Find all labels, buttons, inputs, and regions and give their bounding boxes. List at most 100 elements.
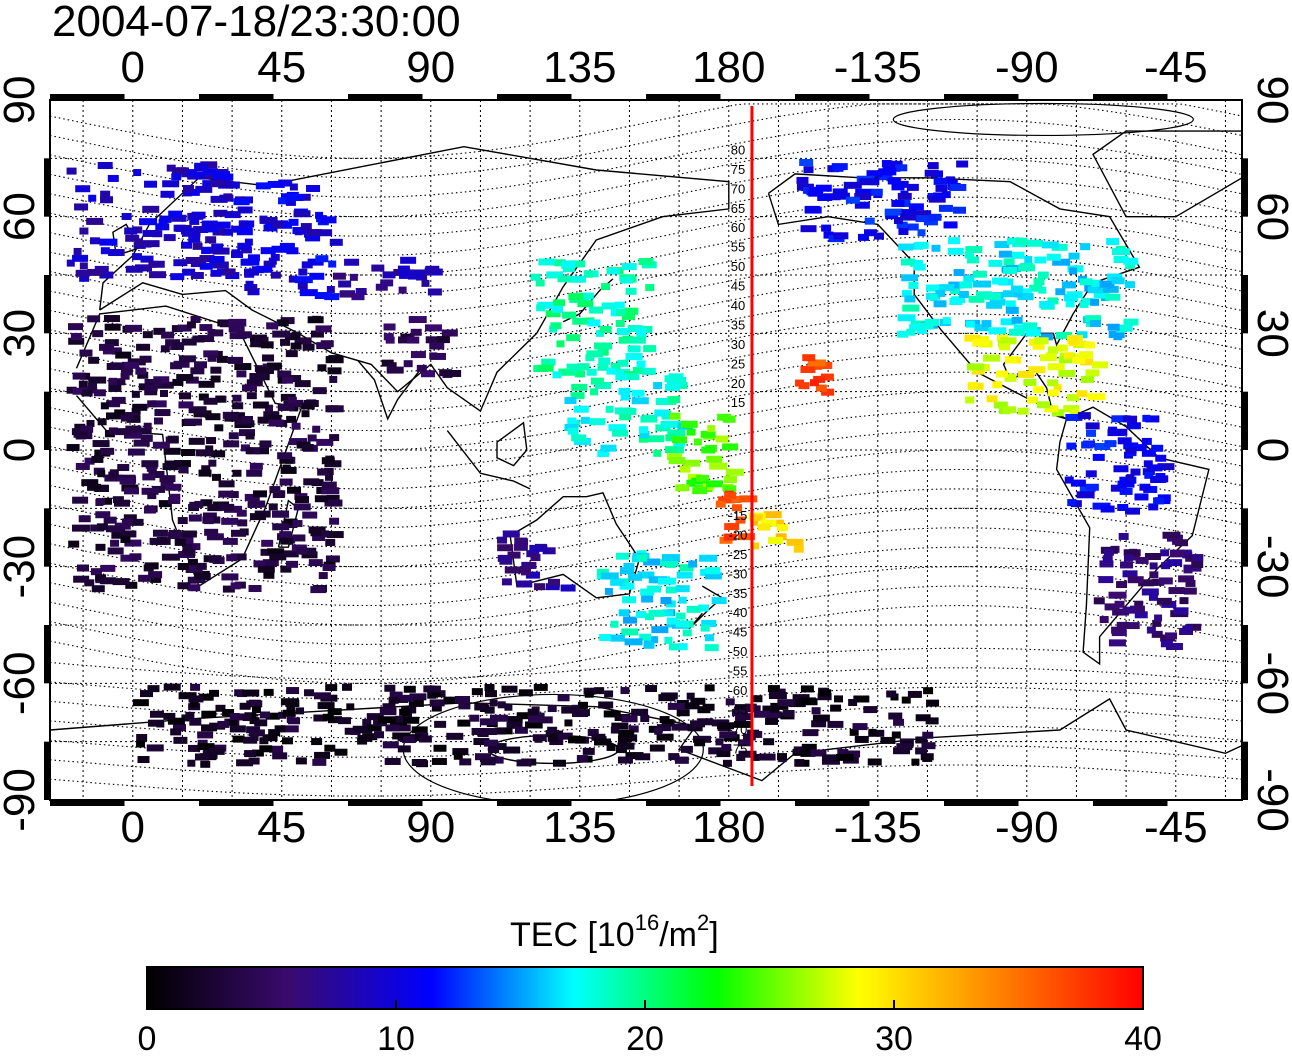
tec-cell bbox=[815, 384, 827, 392]
tec-cell bbox=[900, 213, 917, 221]
tec-cell bbox=[198, 335, 215, 343]
tec-cell bbox=[794, 759, 805, 767]
tec-cell bbox=[172, 342, 183, 350]
tec-cell bbox=[383, 323, 396, 331]
tec-cell bbox=[188, 695, 204, 703]
tec-cell bbox=[786, 538, 804, 546]
tec-cell bbox=[386, 366, 404, 374]
tec-cell bbox=[381, 359, 394, 367]
tec-cell bbox=[339, 290, 354, 298]
tec-cell bbox=[208, 459, 217, 467]
tec-cell bbox=[1033, 337, 1049, 345]
tec-cell bbox=[1179, 597, 1189, 605]
tec-cell bbox=[91, 585, 105, 593]
tec-cell bbox=[1000, 337, 1017, 345]
tec-cell bbox=[111, 396, 126, 404]
contour-label: 50 bbox=[731, 259, 745, 274]
tec-cell bbox=[700, 430, 716, 438]
tec-cell bbox=[1052, 258, 1071, 266]
tec-cell bbox=[1122, 570, 1138, 578]
tec-cell bbox=[201, 220, 218, 228]
tec-cell bbox=[284, 333, 300, 341]
tec-cell bbox=[1129, 605, 1145, 613]
tec-cell bbox=[656, 733, 674, 741]
tec-cell bbox=[119, 477, 136, 485]
tec-cell bbox=[167, 435, 179, 443]
tec-cell bbox=[641, 367, 656, 375]
northern-contour-loop bbox=[892, 102, 1194, 137]
tec-cell bbox=[1093, 597, 1105, 605]
tec-cell bbox=[125, 581, 138, 589]
tec-cell bbox=[136, 343, 151, 351]
tec-cell bbox=[107, 547, 124, 555]
tec-cell bbox=[190, 367, 205, 375]
tec-cell bbox=[102, 497, 113, 505]
tec-cell bbox=[1038, 286, 1047, 294]
tec-cell bbox=[315, 325, 332, 333]
bottom-frame-bar bbox=[50, 800, 125, 806]
tec-cell bbox=[524, 721, 542, 729]
tec-cell bbox=[662, 609, 674, 617]
tec-cell bbox=[327, 405, 344, 413]
tec-cell bbox=[1122, 606, 1137, 614]
tec-cell bbox=[610, 578, 626, 586]
tec-cell bbox=[619, 413, 632, 421]
contour-label: 70 bbox=[731, 181, 745, 196]
tec-cell bbox=[242, 689, 260, 697]
tec-cell bbox=[209, 180, 224, 188]
tec-cell bbox=[1148, 503, 1159, 511]
tec-cell bbox=[436, 336, 450, 344]
tec-cell bbox=[402, 736, 415, 744]
tec-cell bbox=[949, 297, 963, 305]
tec-cell bbox=[926, 284, 945, 292]
tec-cell bbox=[653, 382, 663, 390]
tec-cell bbox=[286, 716, 295, 724]
tec-cell bbox=[431, 757, 447, 765]
tec-cell bbox=[547, 726, 558, 734]
tec-cell bbox=[216, 355, 228, 363]
tec-cell bbox=[87, 483, 102, 491]
tec-cell bbox=[326, 285, 335, 293]
tec-cell bbox=[329, 517, 340, 525]
tec-cell bbox=[310, 586, 327, 594]
tec-cell bbox=[247, 447, 261, 455]
tec-cell bbox=[334, 748, 348, 756]
tec-cell bbox=[139, 218, 158, 226]
tec-cell bbox=[181, 530, 197, 538]
tec-cell bbox=[181, 241, 193, 249]
tec-cell bbox=[707, 425, 716, 433]
tec-cell bbox=[137, 756, 150, 764]
tec-cell bbox=[100, 196, 114, 204]
tec-cell bbox=[621, 312, 635, 320]
tec-cell bbox=[471, 727, 486, 735]
tec-cell bbox=[507, 551, 521, 559]
tec-cell bbox=[214, 424, 224, 432]
tec-cell bbox=[724, 523, 740, 531]
tec-cell bbox=[1079, 300, 1089, 308]
tec-cell bbox=[325, 473, 334, 481]
tec-cell bbox=[1149, 571, 1159, 579]
tec-cell bbox=[1065, 300, 1075, 308]
tec-cell bbox=[530, 554, 541, 562]
tec-cell bbox=[178, 401, 194, 409]
tec-cell bbox=[1134, 611, 1148, 619]
tec-cell bbox=[566, 363, 582, 371]
tec-cell bbox=[112, 496, 124, 504]
tec-cell bbox=[484, 706, 495, 714]
tec-cell bbox=[99, 271, 114, 279]
tec-cell bbox=[72, 387, 83, 395]
tec-cell bbox=[1148, 593, 1158, 601]
tec-cell bbox=[561, 706, 580, 714]
tec-cell bbox=[1084, 341, 1096, 349]
tec-cell bbox=[668, 643, 679, 651]
tec-cell bbox=[121, 212, 132, 220]
tec-cell bbox=[165, 483, 182, 491]
tec-cell bbox=[530, 273, 541, 281]
tec-cell bbox=[821, 388, 835, 396]
tec-cell bbox=[776, 753, 787, 761]
tec-cell bbox=[1165, 643, 1183, 651]
tec-cell bbox=[286, 247, 299, 255]
tec-cell bbox=[78, 380, 88, 388]
tec-cell bbox=[958, 290, 969, 298]
tec-cell bbox=[562, 311, 577, 319]
